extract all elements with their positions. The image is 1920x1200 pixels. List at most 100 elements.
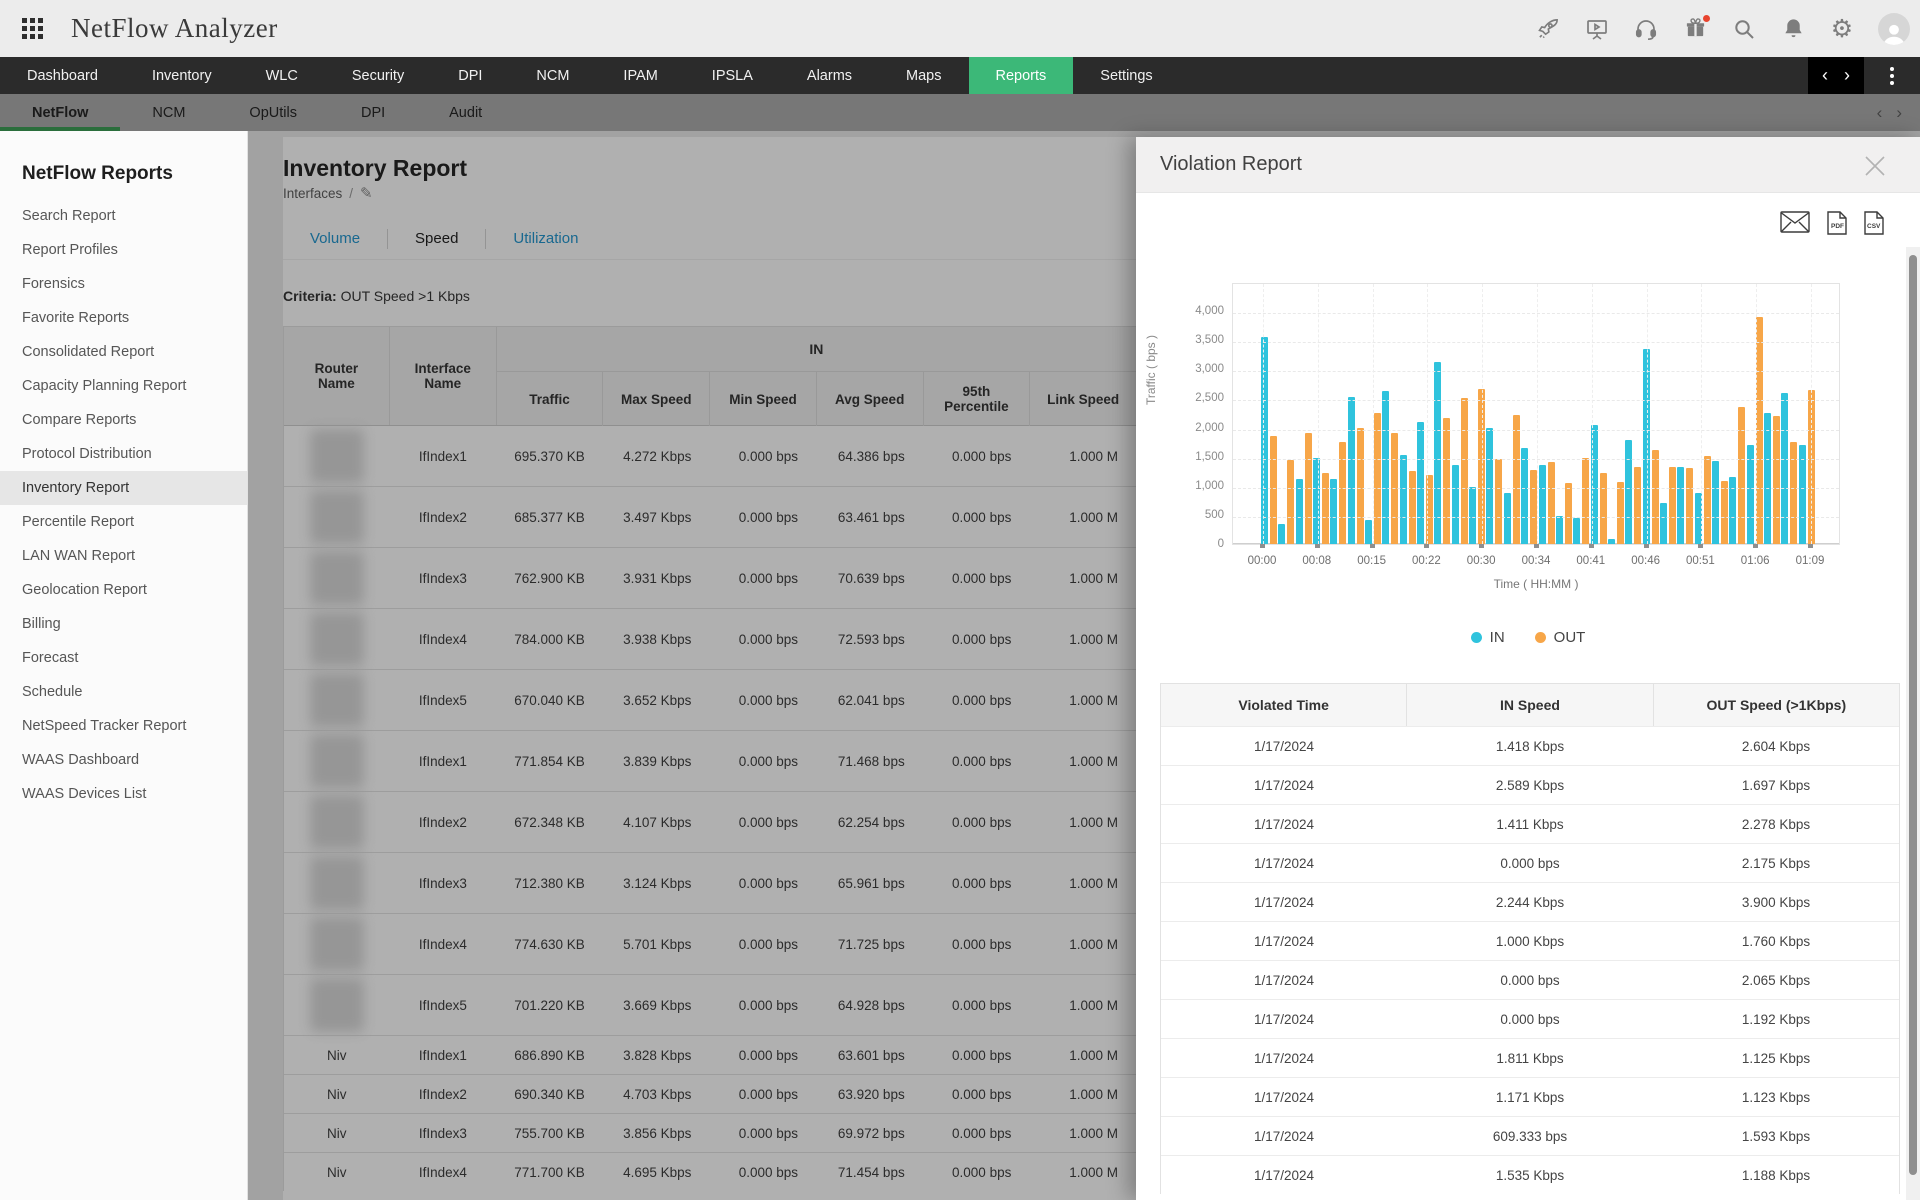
nav-tab-inventory[interactable]: Inventory (151, 67, 212, 84)
in-bar[interactable] (1607, 538, 1615, 544)
tab-volume[interactable]: Volume (283, 228, 389, 249)
vcol-in-speed[interactable]: IN Speed (1407, 684, 1654, 726)
legend-item-out[interactable]: OUT (1534, 629, 1585, 646)
out-bar[interactable] (1512, 415, 1520, 544)
gear-icon[interactable]: ⚙ (1830, 14, 1854, 43)
in-bar[interactable] (1763, 413, 1771, 544)
in-bar[interactable] (1382, 390, 1390, 544)
out-bar[interactable] (1668, 467, 1676, 544)
in-bar[interactable] (1642, 348, 1650, 544)
email-icon[interactable] (1780, 211, 1810, 240)
in-bar[interactable] (1503, 493, 1511, 544)
in-bar[interactable] (1330, 479, 1338, 544)
in-bar[interactable] (1521, 447, 1529, 544)
subtab-ncm[interactable]: NCM (152, 104, 186, 121)
subtab-oputils[interactable]: OpUtils (249, 104, 297, 121)
in-bar[interactable] (1399, 454, 1407, 544)
csv-export-icon[interactable]: CSV (1864, 211, 1884, 240)
nav-overflow-menu-icon[interactable] (1864, 66, 1920, 85)
nav-tab-security[interactable]: Security (351, 67, 405, 84)
col-interface-name[interactable]: Interface Name (390, 327, 497, 425)
in-bar[interactable] (1278, 523, 1286, 544)
sidebar-item-protocol-distribution[interactable]: Protocol Distribution (22, 446, 152, 462)
nav-tab-dpi[interactable]: DPI (458, 67, 483, 84)
nav-tab-wlc[interactable]: WLC (265, 67, 298, 84)
in-bar[interactable] (1555, 516, 1563, 544)
nav-tab-ipam[interactable]: IPAM (623, 67, 658, 84)
out-bar[interactable] (1772, 415, 1780, 544)
nav-tab-ipsla[interactable]: IPSLA (711, 67, 753, 84)
sidebar-item-schedule[interactable]: Schedule (22, 684, 83, 700)
in-bar[interactable] (1347, 397, 1355, 544)
in-bar[interactable] (1659, 503, 1667, 544)
col-router-name[interactable]: Router Name (284, 327, 390, 425)
in-bar[interactable] (1746, 445, 1754, 544)
sidebar-item-netspeed-tracker-report[interactable]: NetSpeed Tracker Report (22, 718, 187, 734)
nav-tab-ncm[interactable]: NCM (536, 67, 570, 84)
tab-utilization[interactable]: Utilization (513, 229, 579, 247)
nav-tab-reports[interactable]: Reports (968, 57, 1074, 94)
vcol-violated-time[interactable]: Violated Time (1161, 684, 1408, 726)
subtab-audit[interactable]: Audit (449, 104, 483, 121)
out-bar[interactable] (1530, 470, 1538, 544)
rocket-icon[interactable] (1535, 16, 1561, 42)
out-bar[interactable] (1616, 482, 1624, 544)
edit-icon[interactable]: ✎ (360, 185, 373, 202)
sidebar-item-percentile-report[interactable]: Percentile Report (22, 514, 135, 530)
out-bar[interactable] (1686, 468, 1694, 544)
in-bar[interactable] (1573, 518, 1581, 544)
out-bar[interactable] (1599, 472, 1607, 544)
out-bar[interactable] (1287, 459, 1295, 544)
in-bar[interactable] (1538, 465, 1546, 544)
out-bar[interactable] (1356, 428, 1364, 544)
out-bar[interactable] (1547, 461, 1555, 544)
out-bar[interactable] (1374, 413, 1382, 544)
out-bar[interactable] (1703, 455, 1711, 544)
sidebar-item-waas-dashboard[interactable]: WAAS Dashboard (22, 752, 140, 768)
page-scrollbar[interactable] (1906, 247, 1920, 1200)
out-bar[interactable] (1443, 418, 1451, 544)
tab-speed[interactable]: Speed (388, 228, 487, 249)
out-bar[interactable] (1408, 471, 1416, 544)
nav-scroll-arrows[interactable]: ‹ › (1808, 57, 1864, 94)
out-bar[interactable] (1720, 481, 1728, 544)
subtab-dpi[interactable]: DPI (360, 104, 386, 121)
out-bar[interactable] (1564, 483, 1572, 544)
col-max-speed[interactable]: Max Speed (603, 372, 711, 426)
sidebar-item-lan-wan-report[interactable]: LAN WAN Report (22, 548, 136, 564)
out-bar[interactable] (1270, 435, 1277, 544)
sidebar-item-consolidated-report[interactable]: Consolidated Report (22, 344, 155, 360)
nav-prev-icon[interactable]: ‹ (1822, 65, 1828, 85)
out-bar[interactable] (1634, 467, 1642, 544)
legend-item-in[interactable]: IN (1470, 629, 1505, 646)
in-bar[interactable] (1417, 422, 1425, 544)
apps-grid-icon[interactable] (22, 18, 43, 39)
out-bar[interactable] (1651, 449, 1659, 544)
in-bar[interactable] (1295, 479, 1303, 544)
in-bar[interactable] (1625, 439, 1633, 544)
sidebar-item-capacity-planning-report[interactable]: Capacity Planning Report (22, 378, 187, 394)
sidebar-item-inventory-report[interactable]: Inventory Report (0, 471, 247, 505)
close-icon[interactable] (1862, 153, 1888, 184)
sidebar-item-forensics[interactable]: Forensics (22, 276, 85, 292)
in-bar[interactable] (1781, 392, 1789, 544)
sidebar-item-report-profiles[interactable]: Report Profiles (22, 242, 118, 258)
avatar[interactable] (1878, 12, 1910, 45)
nav-tab-settings[interactable]: Settings (1100, 67, 1153, 84)
sidebar-item-forecast[interactable]: Forecast (22, 650, 79, 666)
out-bar[interactable] (1582, 458, 1590, 544)
in-bar[interactable] (1729, 477, 1737, 544)
sidebar-item-billing[interactable]: Billing (22, 616, 61, 632)
bell-icon[interactable] (1780, 16, 1806, 42)
subtab-next-icon[interactable]: › (1896, 102, 1902, 122)
out-bar[interactable] (1339, 442, 1347, 544)
breadcrumb-item[interactable]: Interfaces (283, 185, 343, 201)
in-bar[interactable] (1694, 492, 1702, 544)
col-traffic[interactable]: Traffic (497, 372, 604, 426)
in-bar[interactable] (1365, 519, 1373, 544)
out-bar[interactable] (1478, 389, 1486, 544)
gift-icon[interactable] (1682, 14, 1710, 42)
out-bar[interactable] (1738, 407, 1746, 544)
col-min-speed[interactable]: Min Speed (710, 372, 817, 426)
out-bar[interactable] (1495, 459, 1503, 544)
